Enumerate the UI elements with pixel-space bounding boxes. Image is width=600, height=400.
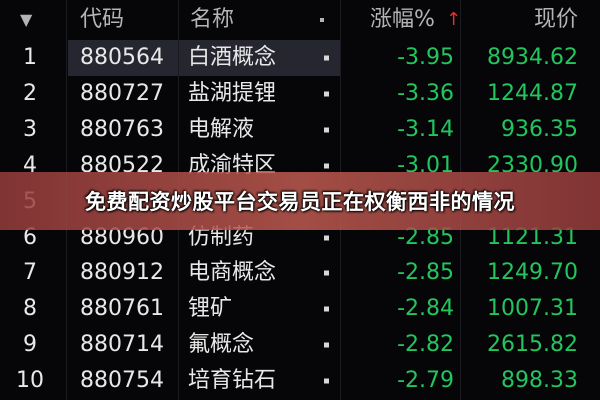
- stock-name: 锂矿: [188, 296, 233, 322]
- column-header[interactable]: 现价: [533, 7, 578, 32]
- price: 1249.70: [487, 260, 578, 286]
- row-dot: [324, 163, 329, 169]
- price: 1244.87: [487, 80, 578, 106]
- row-index: 4: [23, 152, 37, 178]
- price: 1007.31: [487, 296, 578, 322]
- row-index: 10: [16, 368, 44, 394]
- stock-code: 880960: [80, 224, 164, 250]
- row-index: 3: [23, 116, 37, 142]
- row-index: 9: [23, 332, 37, 358]
- sort-arrow: ↑: [446, 9, 462, 30]
- row-dot: [324, 270, 329, 276]
- row-index: 6: [23, 224, 37, 250]
- stock-code: 880564: [80, 45, 164, 70]
- price: 936.35: [501, 116, 578, 142]
- stock-code: 880754: [80, 368, 164, 394]
- stock-name: 电解液: [188, 116, 255, 142]
- price: 8934.62: [487, 45, 578, 70]
- change-percent: -2.79: [397, 368, 454, 394]
- stock-code: 880761: [80, 296, 164, 322]
- change-percent: -2.82: [397, 332, 454, 358]
- row-index: 8: [23, 296, 37, 322]
- row-dot: [324, 55, 329, 61]
- change-percent: -2.84: [397, 296, 454, 322]
- column-header[interactable]: 代码: [80, 7, 125, 32]
- stock-name: 电商概念: [188, 260, 277, 286]
- row-dot: [324, 91, 329, 97]
- banner-text: 免费配资炒股平台交易员正在权衡西非的情况: [85, 190, 515, 214]
- price: 1121.31: [487, 224, 578, 250]
- row-index: 2: [23, 80, 37, 106]
- sort-icon[interactable]: ▼: [20, 10, 33, 29]
- overlay-banner: 免费配资炒股平台交易员正在权衡西非的情况: [0, 172, 600, 230]
- row-dot: [324, 235, 329, 240]
- stock-name: 成渝特区: [188, 152, 277, 178]
- stock-name: 盐湖提锂: [188, 80, 277, 106]
- change-percent: -3.01: [397, 152, 454, 178]
- row-index: 1: [23, 45, 37, 70]
- price: 2615.82: [487, 332, 578, 358]
- row-dot: [324, 342, 329, 348]
- change-percent: -3.36: [397, 80, 454, 106]
- change-percent: -2.85: [397, 224, 454, 250]
- row-dot: [324, 306, 329, 312]
- stock-name: 仿制药: [188, 224, 255, 250]
- stock-name: 氟概念: [188, 332, 255, 358]
- row-dot: [324, 127, 329, 133]
- row-highlight: [68, 40, 340, 76]
- row-index: 7: [23, 260, 37, 286]
- stock-code: 880522: [80, 152, 164, 178]
- stock-name: 培育钻石: [188, 368, 277, 394]
- column-header[interactable]: 涨幅%: [370, 7, 435, 32]
- price: 2330.90: [487, 152, 578, 178]
- stock-code: 880714: [80, 332, 164, 358]
- column-header[interactable]: 名称: [190, 7, 235, 32]
- stock-code: 880912: [80, 260, 164, 286]
- change-percent: -3.95: [397, 45, 454, 70]
- header-dot: [320, 18, 324, 22]
- stock-code: 880727: [80, 80, 164, 106]
- stock-name: 白酒概念: [188, 45, 277, 70]
- stock-code: 880763: [80, 116, 164, 142]
- row-dot: [324, 378, 329, 384]
- price: 898.33: [501, 368, 578, 394]
- change-percent: -2.85: [397, 260, 454, 286]
- change-percent: -3.14: [397, 116, 454, 142]
